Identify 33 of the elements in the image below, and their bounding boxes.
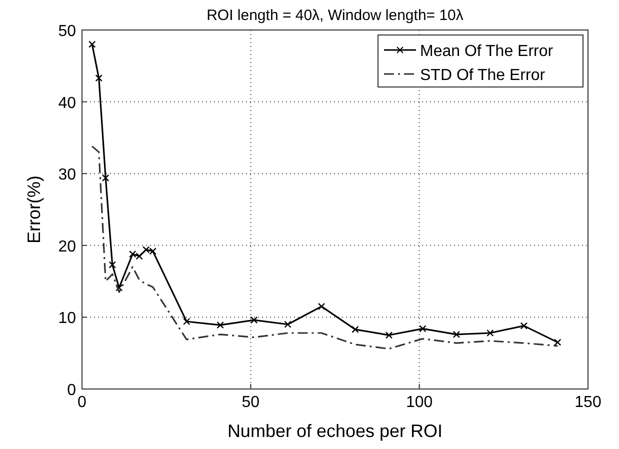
x-tick-label: 100 xyxy=(406,394,433,411)
point xyxy=(250,316,258,324)
x-tick-label: 0 xyxy=(78,394,87,411)
point xyxy=(102,174,110,182)
point xyxy=(284,320,292,328)
y-axis-title: Error(%) xyxy=(24,176,44,244)
point xyxy=(318,302,326,310)
point xyxy=(486,329,494,337)
legend-label: STD Of The Error xyxy=(420,67,546,84)
y-tick-label: 30 xyxy=(58,166,76,184)
chart-title: ROI length = 40λ, Window length= 10λ xyxy=(206,7,464,24)
point xyxy=(352,326,359,334)
line-series xyxy=(91,146,558,350)
point xyxy=(419,325,426,332)
y-tick-label: 40 xyxy=(58,94,76,112)
y-tick-label: 10 xyxy=(58,310,76,328)
point xyxy=(108,261,116,268)
x-tick-label: 50 xyxy=(242,394,260,411)
y-tick-label: 0 xyxy=(67,382,76,399)
point xyxy=(182,318,190,326)
point xyxy=(95,74,102,82)
y-tick-label: 20 xyxy=(58,238,76,256)
point xyxy=(452,330,460,338)
legend-label: Mean Of The Error xyxy=(420,43,554,60)
point xyxy=(116,284,123,292)
point xyxy=(385,332,393,339)
point xyxy=(554,338,562,346)
x-axis-title: Number of echoes per ROI xyxy=(227,421,443,441)
x-tick-label: 150 xyxy=(574,394,602,411)
point xyxy=(88,40,96,48)
point xyxy=(520,322,528,330)
y-tick-label: 50 xyxy=(58,23,76,40)
point xyxy=(216,322,224,329)
